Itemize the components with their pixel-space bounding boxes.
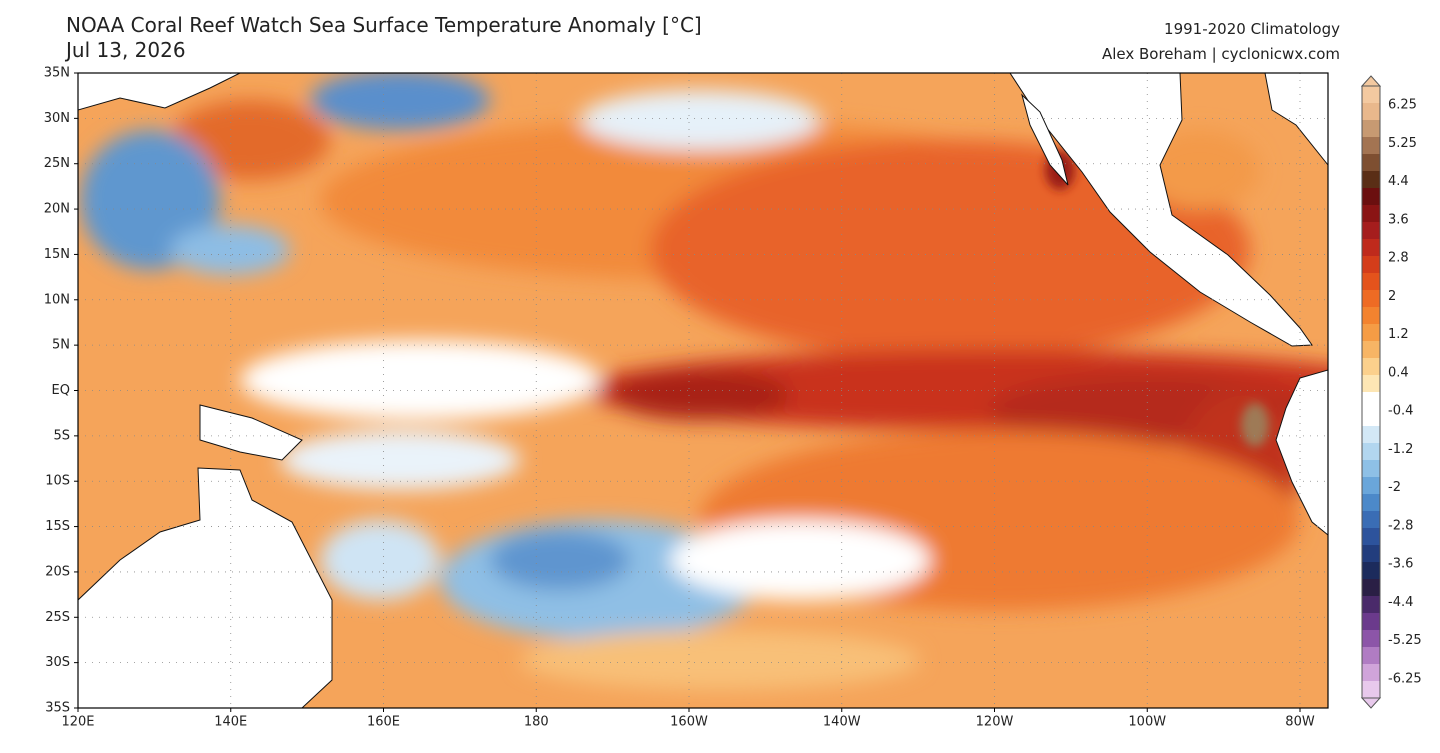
colorbar-swatch: [1362, 664, 1380, 682]
lon-label: 160E: [367, 715, 400, 730]
colorbar-swatch: [1362, 647, 1380, 665]
colorbar-swatch: [1362, 613, 1380, 631]
lat-label: 35S: [45, 701, 70, 716]
lat-label: 10S: [45, 474, 70, 489]
colorbar-label: -5.25: [1388, 633, 1422, 648]
colorbar-label: -6.25: [1388, 671, 1422, 686]
colorbar-swatch: [1362, 358, 1380, 376]
colorbar-swatch: [1362, 256, 1380, 274]
lon-label: 120W: [976, 715, 1014, 730]
colorbar-cap: [1360, 75, 1382, 87]
colorbar-swatch: [1362, 205, 1380, 223]
colorbar-swatch: [1362, 341, 1380, 359]
land-north-america: [1009, 73, 1313, 347]
land-new-guinea: [199, 404, 303, 461]
lon-label: 100W: [1128, 715, 1166, 730]
lat-label: 25S: [45, 610, 70, 625]
land-south-america: [1275, 369, 1328, 536]
land-baja: [1021, 93, 1069, 186]
colorbar-swatch: [1362, 154, 1380, 172]
lon-label: 140W: [823, 715, 861, 730]
lat-label: 5S: [53, 428, 70, 443]
colorbar-label: -1.2: [1388, 442, 1413, 457]
colorbar: 6.25 5.25 4.4 3.6 2.8 2 1.2 0.4 -0.4 -1.2 -2 -2.8 -3…: [1360, 75, 1422, 709]
lat-label: 20S: [45, 564, 70, 579]
colorbar-frame: [1361, 85, 1381, 699]
lat-label: 30S: [45, 655, 70, 670]
colorbar-swatch: [1362, 511, 1380, 529]
colorbar-swatch: [1362, 239, 1380, 257]
lat-label: 25N: [44, 156, 70, 171]
colorbar-label: 6.25: [1388, 98, 1417, 113]
colorbar-label: -2.8: [1388, 518, 1413, 533]
graticule: [78, 73, 1328, 708]
colorbar-label: 0.4: [1388, 365, 1409, 380]
colorbar-cap: [1360, 697, 1382, 709]
title: NOAA Coral Reef Watch Sea Surface Temper…: [66, 13, 702, 37]
colorbar-swatch: [1362, 273, 1380, 291]
colorbar-label: -0.4: [1388, 404, 1413, 419]
colorbar-swatch: [1362, 188, 1380, 206]
colorbar-label: -4.4: [1388, 595, 1413, 610]
lat-label: 5N: [52, 338, 70, 353]
land-east-us: [1264, 73, 1328, 166]
colorbar-label: -3.6: [1388, 557, 1413, 572]
colorbar-label: 1.2: [1388, 327, 1409, 342]
colorbar-swatch: [1362, 426, 1380, 444]
map-field: [78, 73, 1328, 708]
colorbar-swatch: [1362, 494, 1380, 512]
date: Jul 13, 2026: [64, 38, 186, 62]
colorbar-swatch: [1362, 290, 1380, 308]
colorbar-swatch: [1362, 528, 1380, 546]
land-asia: [78, 73, 241, 111]
colorbar-swatch: [1362, 409, 1380, 427]
lon-label: 160W: [670, 715, 708, 730]
land-australia: [78, 467, 333, 708]
lat-label: 10N: [44, 292, 70, 307]
colorbar-label: 3.6: [1388, 212, 1409, 227]
credit: Alex Boreham | cyclonicwx.com: [1102, 45, 1340, 63]
colorbar-swatch: [1362, 477, 1380, 495]
colorbar-swatch: [1362, 562, 1380, 580]
colorbar-swatch: [1362, 681, 1380, 699]
lon-label: 120E: [61, 715, 94, 730]
colorbar-swatch: [1362, 120, 1380, 138]
colorbar-swatch: [1362, 103, 1380, 121]
lon-label: 180: [524, 715, 549, 730]
lon-label: 140E: [214, 715, 247, 730]
colorbar-swatch: [1362, 579, 1380, 597]
colorbar-swatch: [1362, 596, 1380, 614]
colorbar-swatch: [1362, 222, 1380, 240]
colorbar-swatch: [1362, 545, 1380, 563]
colorbar-label: 4.4: [1388, 174, 1409, 189]
climatology: 1991-2020 Climatology: [1164, 20, 1340, 38]
colorbar-label: 2.8: [1388, 251, 1409, 266]
colorbar-swatch: [1362, 392, 1380, 410]
lat-label: 20N: [44, 202, 70, 217]
colorbar-swatch: [1362, 86, 1380, 104]
colorbar-label: -2: [1388, 480, 1401, 495]
lat-label: 30N: [44, 111, 70, 126]
lon-label: 80W: [1285, 715, 1315, 730]
lat-label: 35N: [44, 66, 70, 81]
colorbar-swatch: [1362, 307, 1380, 325]
colorbar-swatch: [1362, 443, 1380, 461]
colorbar-swatch: [1362, 460, 1380, 478]
colorbar-swatch: [1362, 324, 1380, 342]
lat-label: EQ: [52, 383, 70, 398]
colorbar-label: 5.25: [1388, 136, 1417, 151]
colorbar-swatch: [1362, 375, 1380, 393]
colorbar-label: 2: [1388, 289, 1396, 304]
lat-label: 15S: [45, 519, 70, 534]
colorbar-swatch: [1362, 137, 1380, 155]
colorbar-swatch: [1362, 171, 1380, 189]
colorbar-swatch: [1362, 630, 1380, 648]
lat-label: 15N: [44, 247, 70, 262]
